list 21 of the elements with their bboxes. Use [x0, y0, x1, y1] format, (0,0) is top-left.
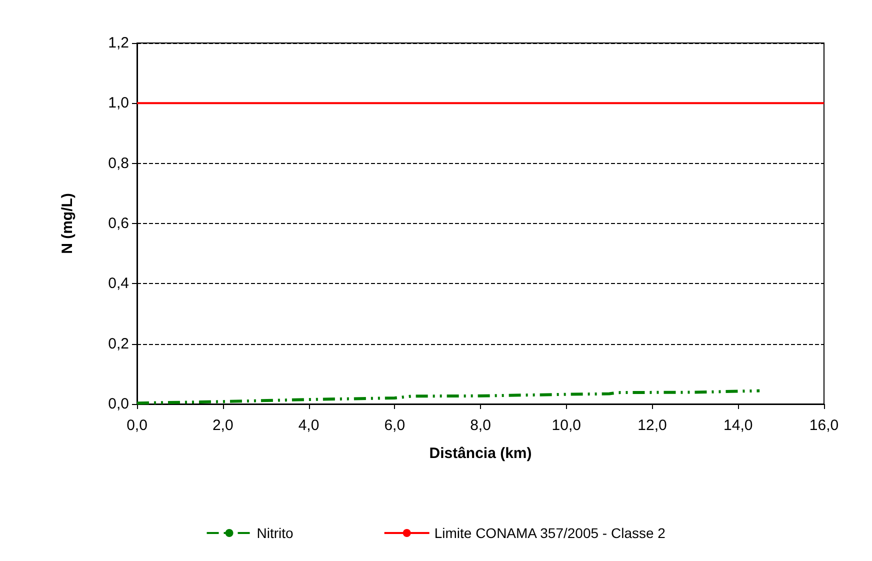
y-tick-label: 0,6	[108, 215, 129, 232]
y-tick-label: 1,0	[108, 94, 129, 112]
x-tick-label: 4,0	[298, 417, 320, 434]
y-tick-label: 0,0	[108, 396, 129, 412]
x-tick-label: 8,0	[470, 417, 491, 434]
y-tick-label: 0,4	[108, 275, 129, 292]
line-series	[136, 389, 762, 405]
y-axis-title: N (mg/L)	[59, 193, 76, 254]
x-tick-label: 0,0	[126, 417, 148, 434]
y-tick-label: 0,2	[108, 335, 129, 352]
legend-label: Nitrito	[256, 525, 294, 541]
y-tick-label: 0,8	[108, 154, 129, 172]
x-axis-title: Distância (km)	[429, 445, 532, 462]
x-tick-label: 12,0	[638, 417, 667, 434]
y-tick-label: 1,2	[108, 34, 129, 52]
x-tick-label: 6,0	[384, 417, 406, 434]
x-tick-label: 2,0	[212, 417, 234, 434]
x-tick-label: 10,0	[552, 417, 581, 434]
x-tick-label: 16,0	[809, 417, 839, 434]
legend-label: Limite CONAMA 357/2005 - Classe 2	[434, 525, 666, 541]
x-tick-label: 14,0	[724, 417, 753, 434]
